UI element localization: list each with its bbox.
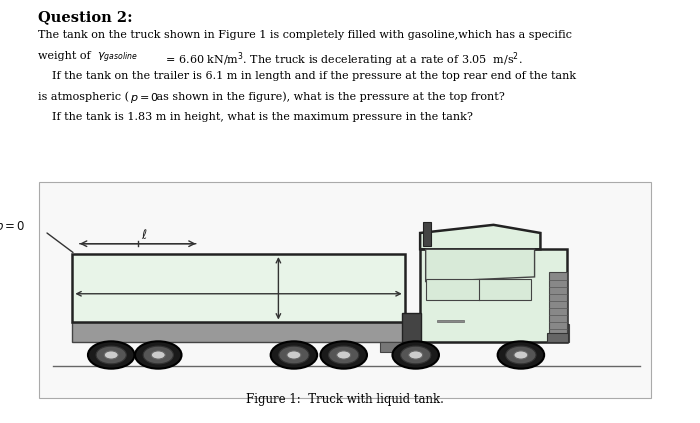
Text: $p = 0$: $p = 0$ xyxy=(0,220,25,236)
Circle shape xyxy=(143,346,174,364)
Circle shape xyxy=(400,346,430,364)
Circle shape xyxy=(514,351,528,359)
Circle shape xyxy=(393,341,439,369)
Text: weight of: weight of xyxy=(38,51,95,61)
Bar xyxy=(38,182,651,398)
Bar xyxy=(426,278,531,299)
Bar xyxy=(420,249,567,342)
Bar xyxy=(379,342,405,352)
Bar xyxy=(402,313,421,342)
Text: –6.1 m–: –6.1 m– xyxy=(165,295,211,308)
Circle shape xyxy=(104,351,118,359)
Circle shape xyxy=(506,346,536,364)
Text: The tank on the truck shown in Figure 1 is completely filled with gasoline,which: The tank on the truck shown in Figure 1 … xyxy=(38,30,573,41)
Circle shape xyxy=(498,341,544,369)
Text: $\gamma_{gasoline}$: $\gamma_{gasoline}$ xyxy=(97,51,137,65)
Circle shape xyxy=(337,351,351,359)
Text: is atmospheric (: is atmospheric ( xyxy=(38,91,130,102)
Polygon shape xyxy=(420,225,540,249)
Circle shape xyxy=(271,341,317,369)
Circle shape xyxy=(135,341,181,369)
Text: If the tank is 1.83 m in height, what is the maximum pressure in the tank?: If the tank is 1.83 m in height, what is… xyxy=(38,112,473,122)
Circle shape xyxy=(287,351,301,359)
Bar xyxy=(417,324,568,342)
Circle shape xyxy=(409,351,423,359)
Bar xyxy=(73,254,405,322)
Circle shape xyxy=(88,341,134,369)
Text: = 6.60 kN/m$^3$. The truck is decelerating at a rate of 3.05  m/s$^2$.: = 6.60 kN/m$^3$. The truck is decelerati… xyxy=(162,51,523,69)
Text: Question 2:: Question 2: xyxy=(38,11,133,25)
Circle shape xyxy=(321,341,367,369)
Text: Figure 1:  Truck with liquid tank.: Figure 1: Truck with liquid tank. xyxy=(246,393,444,406)
Text: $\ell$: $\ell$ xyxy=(141,228,147,242)
Polygon shape xyxy=(426,249,535,282)
Text: If the tank on the trailer is 6.1 m in length and if the pressure at the top rea: If the tank on the trailer is 6.1 m in l… xyxy=(38,71,577,81)
Bar xyxy=(549,272,567,334)
Circle shape xyxy=(279,346,309,364)
Bar xyxy=(73,322,405,342)
Circle shape xyxy=(151,351,165,359)
Circle shape xyxy=(96,346,126,364)
Bar xyxy=(423,222,430,246)
Text: $p = 0$: $p = 0$ xyxy=(130,91,160,105)
Bar xyxy=(547,333,568,342)
Text: as shown in the figure), what is the pressure at the top front?: as shown in the figure), what is the pre… xyxy=(153,91,504,102)
Circle shape xyxy=(328,346,359,364)
Text: 1.83 m: 1.83 m xyxy=(285,277,326,291)
Bar xyxy=(437,320,464,322)
